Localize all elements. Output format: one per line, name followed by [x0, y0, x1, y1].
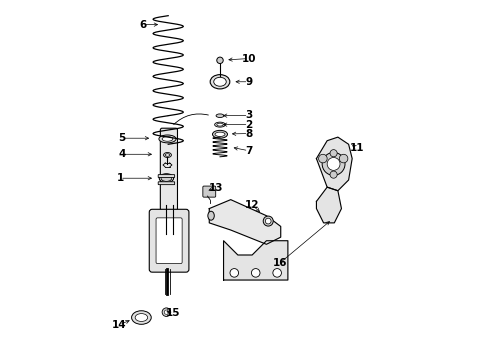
Text: 13: 13: [208, 183, 223, 193]
Ellipse shape: [162, 136, 173, 141]
Ellipse shape: [165, 154, 170, 156]
Ellipse shape: [159, 135, 176, 143]
Ellipse shape: [217, 57, 223, 64]
Polygon shape: [209, 200, 281, 244]
Polygon shape: [317, 187, 342, 223]
Text: 5: 5: [118, 133, 125, 143]
Circle shape: [339, 154, 348, 163]
Text: 15: 15: [166, 308, 181, 318]
Circle shape: [273, 269, 281, 277]
Text: 6: 6: [140, 19, 147, 30]
Ellipse shape: [263, 216, 273, 226]
Text: 4: 4: [118, 149, 125, 159]
Ellipse shape: [215, 122, 225, 127]
FancyBboxPatch shape: [158, 175, 174, 177]
Circle shape: [327, 157, 340, 170]
FancyBboxPatch shape: [156, 218, 182, 264]
Circle shape: [230, 269, 239, 277]
Ellipse shape: [217, 123, 223, 126]
Circle shape: [318, 154, 327, 163]
Circle shape: [251, 269, 260, 277]
Text: 11: 11: [350, 143, 365, 153]
Ellipse shape: [210, 75, 230, 89]
Circle shape: [164, 310, 169, 314]
Text: 2: 2: [245, 120, 252, 130]
Circle shape: [322, 153, 345, 175]
Circle shape: [162, 308, 171, 316]
Ellipse shape: [164, 153, 171, 157]
Text: 1: 1: [116, 173, 123, 183]
Ellipse shape: [214, 77, 226, 86]
Polygon shape: [317, 137, 352, 191]
Ellipse shape: [135, 314, 147, 321]
Text: 9: 9: [245, 77, 252, 87]
Polygon shape: [223, 241, 288, 280]
Ellipse shape: [159, 174, 173, 183]
FancyBboxPatch shape: [158, 182, 174, 185]
Ellipse shape: [208, 211, 214, 220]
Circle shape: [330, 171, 337, 178]
Text: 14: 14: [112, 320, 126, 330]
Ellipse shape: [215, 132, 225, 136]
FancyBboxPatch shape: [203, 186, 216, 197]
Circle shape: [330, 150, 337, 157]
Text: 8: 8: [245, 129, 252, 139]
Ellipse shape: [266, 218, 271, 224]
Ellipse shape: [161, 175, 172, 181]
Ellipse shape: [216, 114, 224, 117]
Text: 16: 16: [273, 258, 287, 268]
FancyBboxPatch shape: [149, 209, 189, 272]
Text: 10: 10: [241, 54, 256, 64]
Ellipse shape: [213, 130, 227, 138]
Text: 12: 12: [245, 200, 259, 210]
Text: 7: 7: [245, 146, 252, 156]
Ellipse shape: [132, 311, 151, 324]
FancyBboxPatch shape: [160, 128, 177, 210]
Text: 3: 3: [245, 111, 252, 120]
